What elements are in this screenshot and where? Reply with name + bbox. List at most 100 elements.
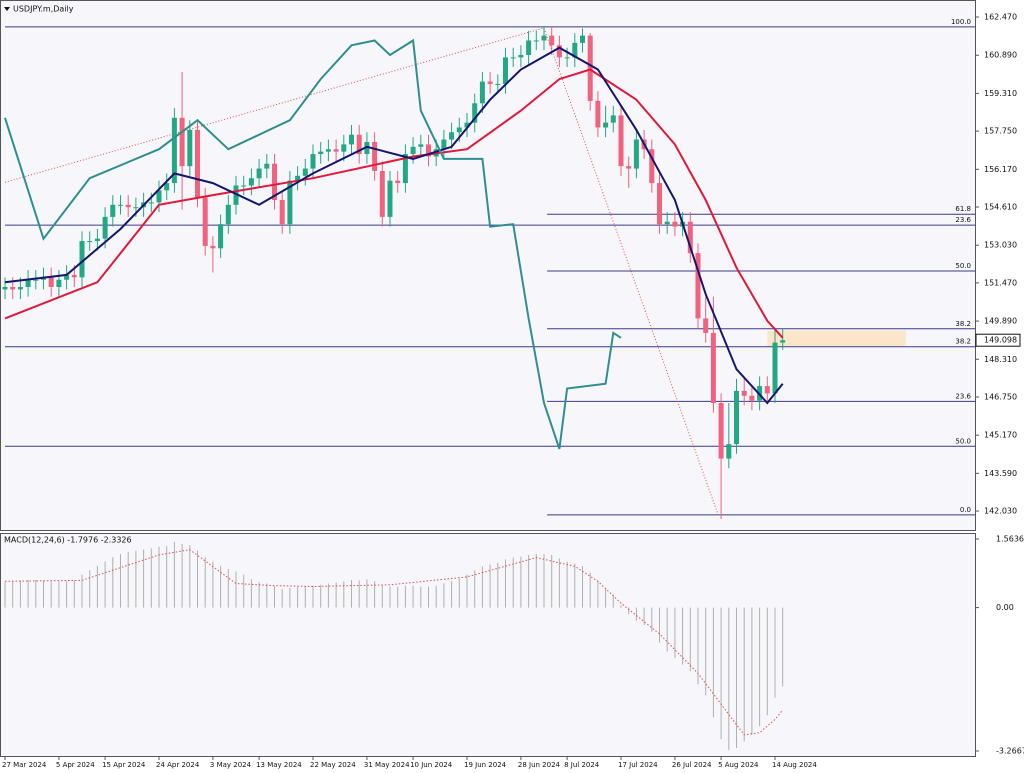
candle-body: [210, 245, 216, 249]
fib-label: 50.0: [955, 437, 971, 445]
x-tick-label: 19 Jun 2024: [464, 761, 507, 769]
candle-body: [657, 183, 662, 225]
candle-body: [687, 221, 693, 254]
candle-body: [479, 81, 485, 104]
candle-body: [256, 168, 262, 179]
y-tick-label: 160.890: [984, 51, 1017, 60]
candle-body: [726, 444, 732, 459]
histogram-bar: [605, 587, 607, 608]
histogram-bar: [104, 561, 106, 608]
histogram-bar: [697, 607, 699, 685]
y-tick-label: 159.310: [984, 89, 1017, 98]
candle-body: [349, 134, 354, 145]
fib-label: 50.0: [955, 262, 971, 270]
candle-body: [187, 129, 193, 167]
histogram-bar: [420, 586, 422, 608]
candle-body: [595, 100, 601, 128]
chart-title: USDJPY.m,Daily: [13, 5, 74, 14]
histogram-bar: [674, 607, 676, 659]
histogram-bar: [312, 585, 314, 608]
candle-body: [556, 45, 562, 58]
candle-body: [56, 279, 62, 287]
histogram-bar: [96, 565, 98, 608]
fib-label: 23.6: [955, 392, 971, 400]
candle-body: [264, 163, 270, 169]
candle-body: [618, 115, 624, 167]
candle-body: [741, 390, 747, 396]
indicator-line: [4, 68, 784, 339]
candle-body: [664, 221, 670, 225]
histogram-bar: [150, 548, 152, 608]
histogram-bar: [766, 607, 768, 716]
price-panel: [0, 0, 976, 531]
histogram-bar: [489, 564, 491, 608]
y-tick-label: 146.750: [984, 392, 1017, 401]
histogram-bar: [135, 550, 137, 608]
histogram-bar: [27, 579, 29, 608]
histogram-bar: [689, 607, 691, 672]
histogram-bar: [220, 565, 222, 608]
histogram-bar: [620, 605, 622, 608]
candle-body: [179, 117, 185, 167]
x-tick-label: 15 Apr 2024: [102, 761, 146, 769]
candle-body: [580, 35, 585, 43]
histogram-bar: [558, 558, 560, 608]
x-tick-label: 31 May 2024: [364, 761, 410, 769]
histogram-bar: [520, 556, 522, 608]
candle-body: [372, 141, 378, 171]
candle-body: [387, 180, 393, 217]
histogram-bar: [635, 607, 637, 621]
histogram-bar: [143, 549, 145, 608]
candle-body: [279, 199, 285, 225]
candle-body: [310, 154, 316, 169]
y-tick-label: 156.170: [984, 165, 1017, 174]
x-tick-label: 10 Jun 2024: [410, 761, 453, 769]
candle-body: [734, 390, 739, 445]
histogram-bar: [227, 568, 229, 608]
candle-body: [241, 185, 247, 187]
histogram-bar: [428, 586, 429, 608]
histogram-bar: [73, 580, 75, 608]
histogram-bar: [612, 594, 614, 608]
candle-body: [79, 241, 85, 278]
fib-label: 0.0: [960, 506, 971, 514]
histogram-bar: [358, 580, 360, 608]
histogram-bar: [189, 545, 191, 608]
y-tick-label: -3.2667: [996, 746, 1024, 755]
histogram-bar: [458, 578, 460, 608]
histogram-bar: [528, 554, 530, 608]
histogram-bar: [443, 583, 445, 608]
fib-label: 61.8: [955, 205, 971, 213]
histogram-bar: [320, 584, 322, 608]
histogram-bar: [181, 543, 183, 608]
candle-body: [341, 144, 347, 152]
candle-body: [164, 183, 170, 191]
x-tick-label: 24 Apr 2024: [156, 761, 200, 769]
candle-body: [549, 35, 555, 46]
candle-body: [633, 139, 639, 169]
candle-body: [764, 386, 770, 394]
candle-body: [225, 204, 231, 225]
x-tick-label: 13 May 2024: [256, 761, 302, 769]
histogram-bar: [66, 581, 68, 608]
candle-body: [87, 241, 93, 243]
candle-body: [464, 122, 470, 128]
histogram-bar: [173, 541, 175, 608]
candle-body: [71, 274, 77, 278]
histogram-bar: [158, 546, 160, 608]
candle-body: [503, 57, 508, 84]
histogram-bar: [281, 589, 283, 608]
candle-body: [518, 54, 524, 58]
x-tick-label: 28 Jun 2024: [518, 761, 561, 769]
candle-body: [418, 144, 424, 147]
candle-body: [364, 141, 370, 155]
histogram-bar: [89, 570, 91, 608]
candle-body: [318, 151, 324, 155]
indicator-line: [4, 38, 622, 450]
histogram-bar: [374, 581, 376, 608]
candle-body: [449, 132, 455, 140]
x-tick-label: 27 Mar 2024: [2, 761, 47, 769]
histogram-bar: [4, 581, 6, 608]
candle-body: [125, 204, 131, 208]
histogram-bar: [12, 581, 14, 608]
